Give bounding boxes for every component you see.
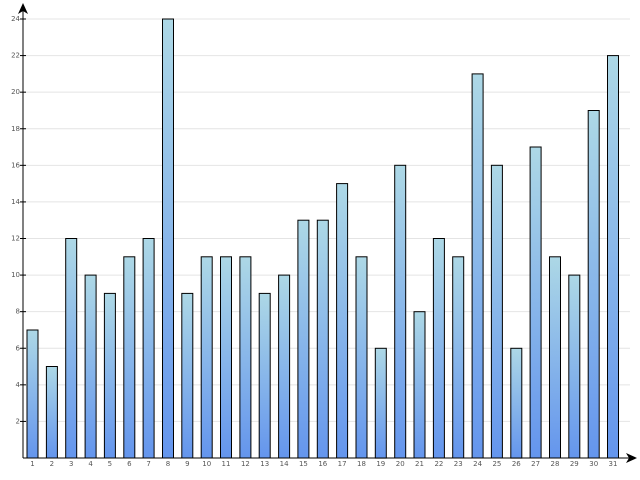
x-tick-label: 12 (241, 460, 250, 468)
y-tick-label: 12 (11, 235, 20, 243)
x-tick-label: 22 (434, 460, 443, 468)
x-tick-label: 2 (50, 460, 54, 468)
x-tick-label: 30 (589, 460, 598, 468)
bar-26 (510, 347, 523, 459)
x-tick-label: 19 (376, 460, 385, 468)
y-tick-label: 8 (16, 308, 20, 316)
x-tick-label: 23 (454, 460, 463, 468)
y-tick-label: 2 (16, 417, 20, 425)
bar-19 (374, 347, 387, 459)
x-tick-label: 21 (415, 460, 424, 468)
x-axis-arrow-icon (626, 453, 637, 463)
bar-10 (200, 256, 213, 459)
bar-4 (84, 274, 97, 459)
y-tick-label: 14 (11, 198, 20, 206)
bar-3 (65, 238, 78, 459)
x-tick-label: 15 (299, 460, 308, 468)
bar-22 (432, 238, 445, 459)
x-tick-label: 31 (609, 460, 618, 468)
bar-11 (220, 256, 232, 459)
bar-23 (452, 256, 465, 459)
x-tick-label: 27 (531, 460, 540, 468)
x-tick-label: 25 (492, 460, 501, 468)
y-tick-label: 4 (16, 381, 21, 389)
bars (26, 18, 619, 459)
bar-24 (471, 73, 484, 459)
bar-21 (413, 311, 426, 459)
bar-31 (607, 55, 619, 459)
y-axis-arrow-icon (18, 3, 28, 14)
y-tick-label: 24 (11, 15, 20, 23)
y-tick-label: 16 (11, 161, 20, 169)
y-tick-label: 20 (11, 88, 20, 96)
bar-14 (278, 274, 291, 459)
bar-16 (316, 219, 329, 459)
axes (18, 3, 637, 463)
y-tick-label: 6 (16, 344, 21, 352)
x-tick-label: 29 (570, 460, 579, 468)
x-tick-label: 10 (202, 460, 211, 468)
x-tick-label: 1 (30, 460, 34, 468)
x-tick-label: 13 (260, 460, 269, 468)
bar-18 (355, 256, 368, 459)
x-tick-label: 7 (146, 460, 150, 468)
bar-5 (103, 292, 116, 459)
bar-20 (394, 164, 407, 459)
bar-30 (587, 110, 600, 459)
x-tick-label: 26 (512, 460, 521, 468)
bar-28 (549, 256, 561, 459)
x-tick-label: 24 (473, 460, 482, 468)
y-tick-label: 10 (11, 271, 20, 279)
bar-25 (490, 164, 503, 459)
bar-17 (336, 183, 349, 459)
bar-29 (568, 274, 581, 459)
x-tick-label: 18 (357, 460, 366, 468)
x-tick-label: 5 (108, 460, 112, 468)
bar-2 (45, 366, 58, 459)
x-tick-label: 9 (185, 460, 189, 468)
bar-1 (26, 329, 39, 459)
x-tick-label: 17 (338, 460, 347, 468)
bar-7 (142, 238, 155, 459)
bar-27 (529, 146, 542, 459)
x-tick-label: 4 (88, 460, 93, 468)
bar-6 (123, 256, 136, 459)
x-tick-label: 20 (396, 460, 405, 468)
x-tick-label: 14 (280, 460, 289, 468)
x-tick-label: 8 (166, 460, 170, 468)
y-tick-label: 18 (11, 125, 20, 133)
y-tick-label: 22 (11, 52, 20, 60)
bar-15 (297, 219, 310, 459)
x-tick-label: 16 (318, 460, 327, 468)
x-tick-label: 28 (551, 460, 560, 468)
x-tick-label: 11 (222, 460, 231, 468)
bar-12 (239, 256, 252, 459)
bar-9 (181, 292, 194, 459)
bar-8 (162, 18, 174, 459)
x-tick-label: 3 (69, 460, 73, 468)
bar-13 (258, 292, 271, 459)
x-tick-label: 6 (127, 460, 132, 468)
